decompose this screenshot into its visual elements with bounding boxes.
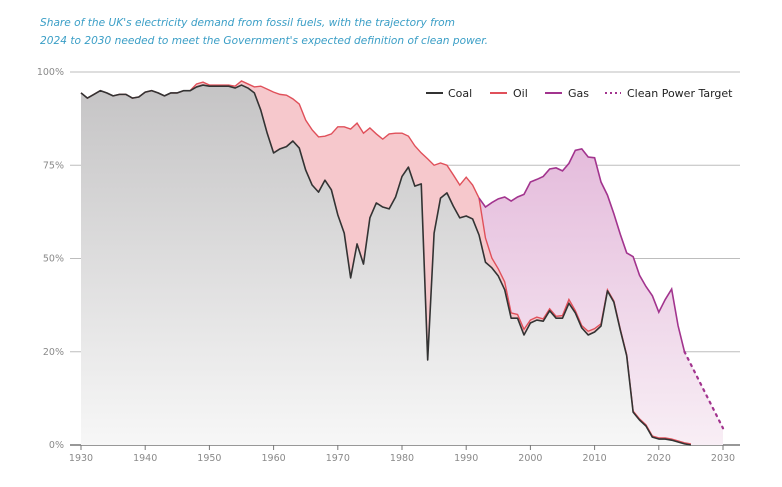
x-tick-label: 1950 [197,453,221,464]
x-tick-label: 1940 [133,453,157,464]
x-tick-label: 1990 [454,453,478,464]
chart-title: Share of the UK's electricity demand fro… [40,14,488,50]
coal-area [81,85,691,446]
x-tick-label: 2000 [518,453,542,464]
legend-item-coal: Coal [426,87,472,100]
legend: Coal Oil Gas Clean Power Target [426,87,733,100]
x-tick-label: 1970 [326,453,350,464]
y-tick-label: 20% [43,347,64,358]
y-tick-label: 75% [43,160,64,171]
legend-label-coal: Coal [448,87,472,100]
legend-label-oil: Oil [513,87,528,100]
legend-item-target: Clean Power Target [605,87,733,100]
clean-power-target-line [683,350,725,430]
x-tick-label: 1930 [69,453,93,464]
gas-line [478,147,686,352]
legend-item-oil: Oil [490,87,528,100]
chart-title-line-1: Share of the UK's electricity demand fro… [40,17,455,29]
x-tick-label: 1980 [390,453,414,464]
chart-title-line-2: 2024 to 2030 needed to meet the Governme… [40,35,489,47]
x-tick-label: 2010 [583,453,607,464]
x-tick-label: 2020 [647,453,671,464]
y-tick-label: 0% [49,440,64,451]
x-tick-label: 1960 [262,453,286,464]
legend-label-gas: Gas [568,87,589,100]
x-tick-label: 2030 [711,453,735,464]
y-tick-label: 100% [37,67,64,78]
y-tick-label: 50% [43,254,64,265]
legend-label-target: Clean Power Target [627,87,733,100]
legend-item-gas: Gas [545,87,589,100]
coal-line [80,84,692,446]
